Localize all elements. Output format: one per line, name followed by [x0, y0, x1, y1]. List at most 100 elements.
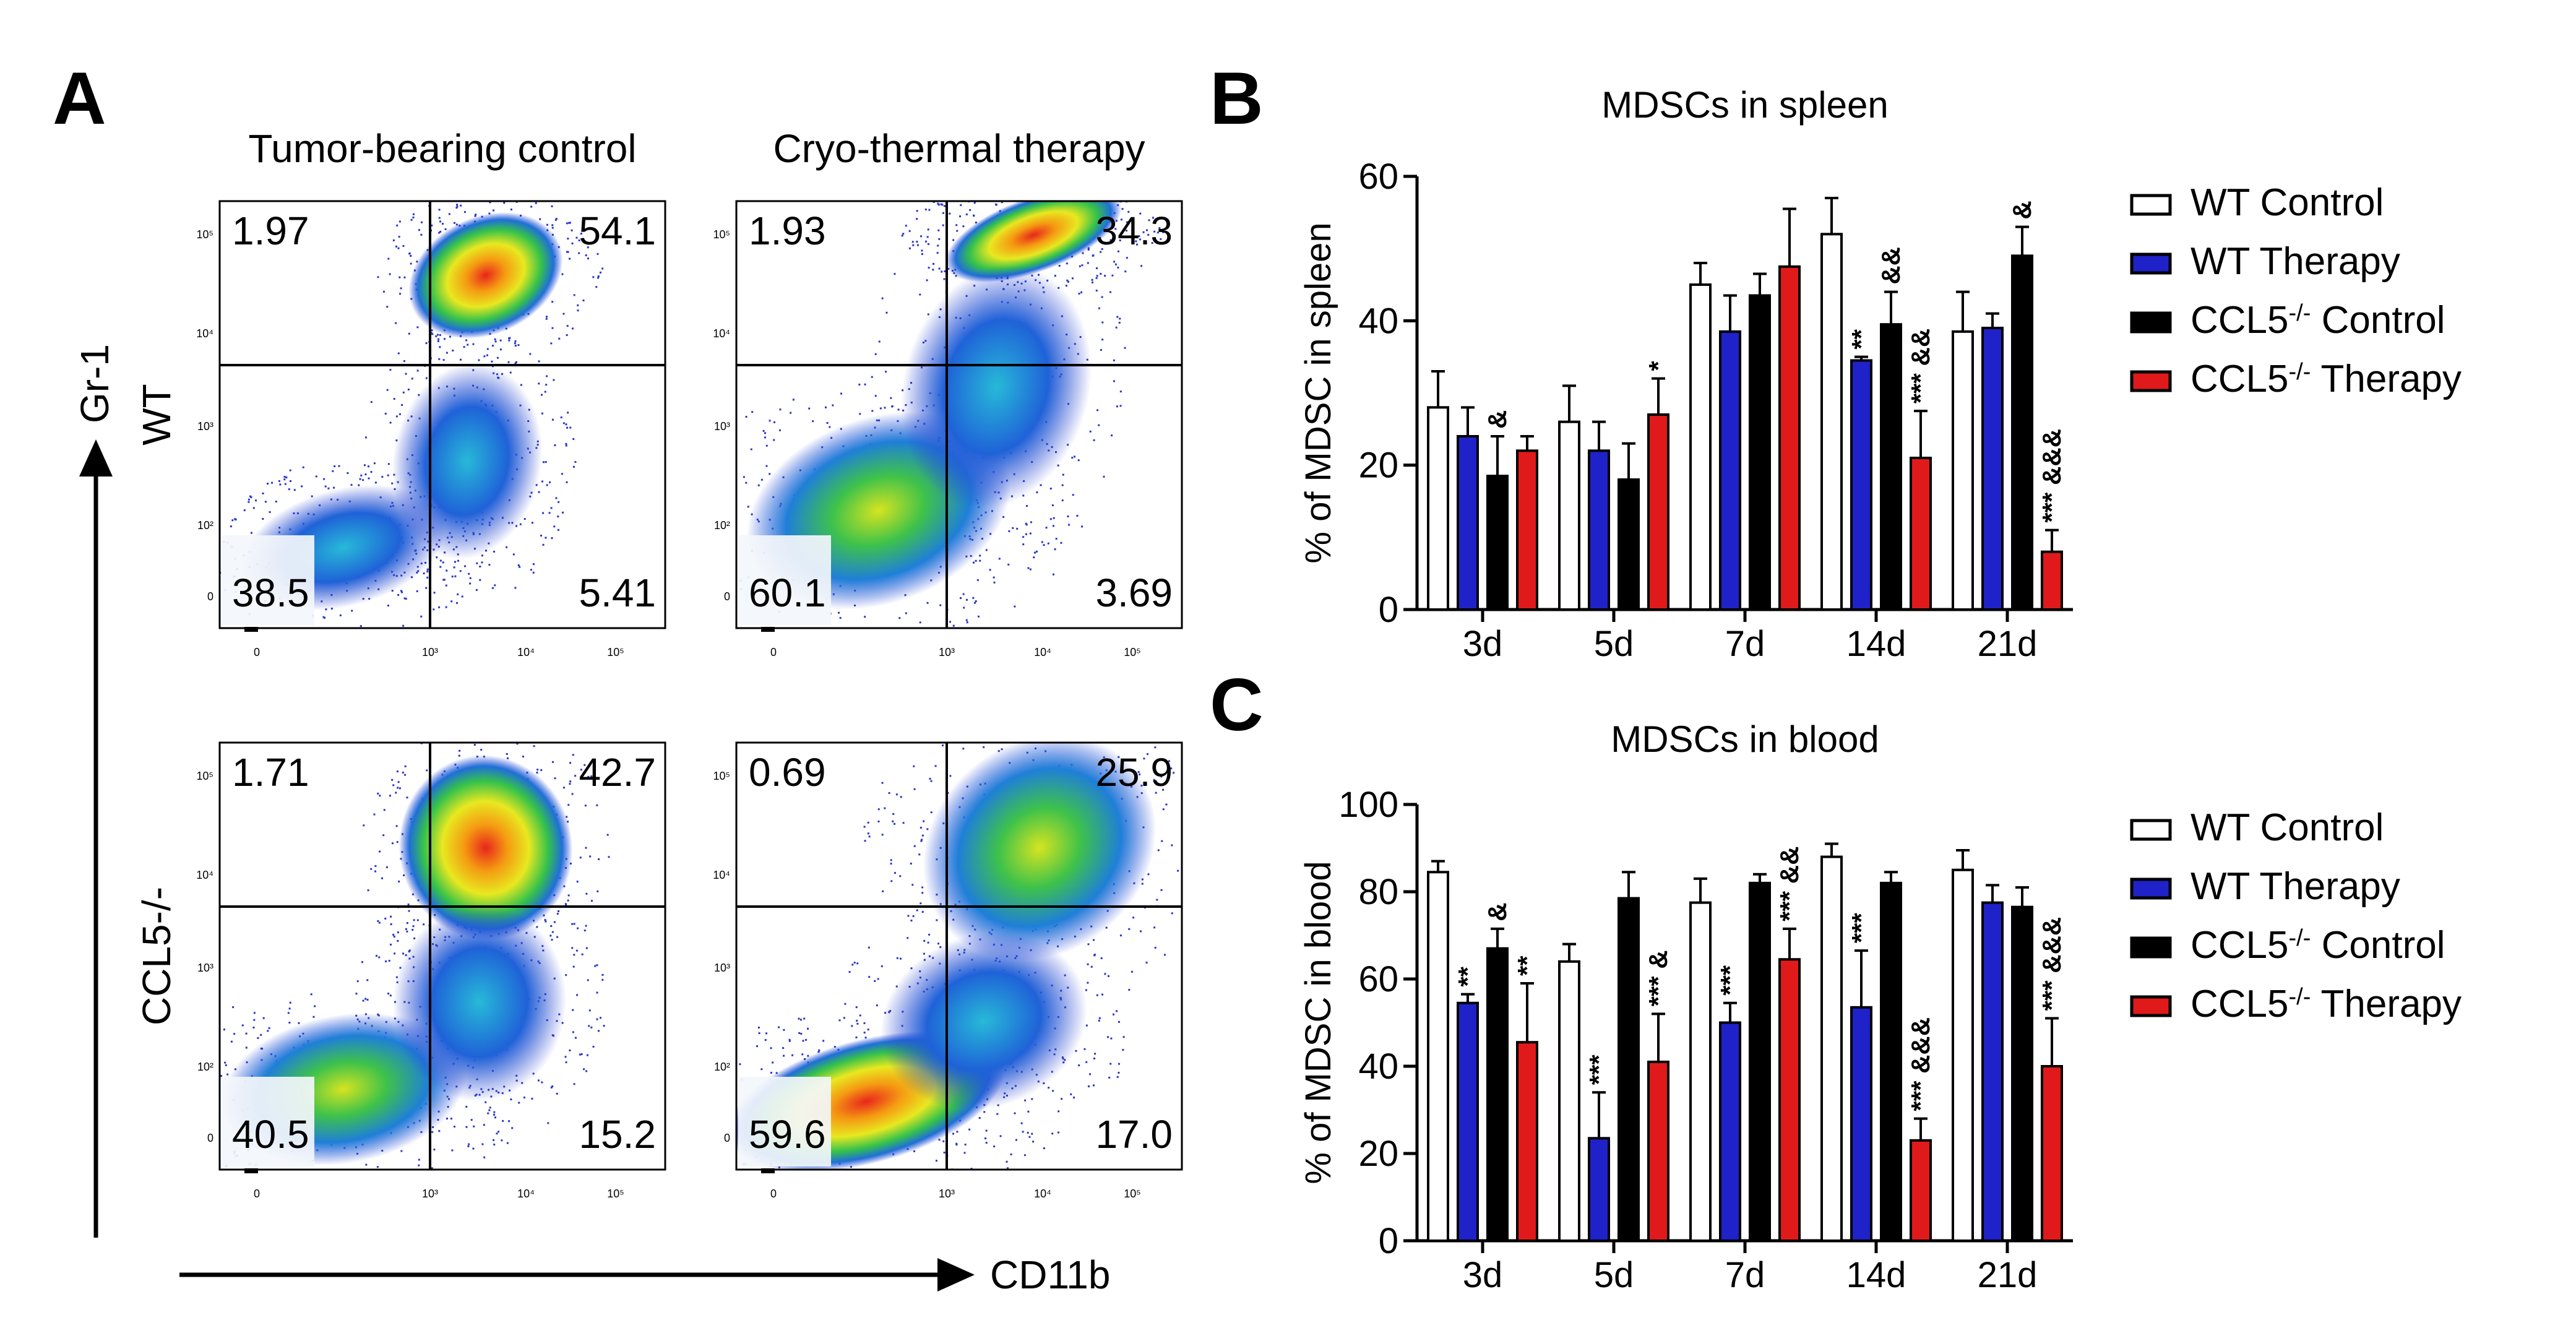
y-axis-label: % of MDSC in spleen: [1298, 222, 1338, 563]
quadrant-ul-value: 1.97: [232, 209, 309, 253]
bar: [1719, 1021, 1741, 1242]
significance-label: &: [1483, 903, 1512, 921]
significance-label: **: [1512, 955, 1541, 976]
quadrant-ul-value: 0.69: [749, 750, 826, 795]
quadrant-lr-value: 3.69: [1095, 571, 1173, 615]
legend-swatch: [2130, 311, 2172, 334]
bar: [1618, 897, 1640, 1242]
quadrant-ll-value: 38.5: [232, 571, 309, 615]
bar: [1558, 960, 1580, 1243]
flow-x-tick: 0: [254, 646, 260, 658]
flow-plot-frame: [218, 741, 666, 1171]
y-tick-label: 0: [1379, 590, 1398, 630]
flow-x-tick: 10⁴: [1034, 646, 1051, 658]
flow-plot-frame: [735, 200, 1183, 629]
x-tick-label: 5d: [1594, 624, 1634, 664]
bar: [1427, 406, 1449, 611]
bar: [1850, 359, 1872, 611]
flow-x-tick: 10⁴: [517, 646, 535, 658]
quadrant-ul-value: 1.93: [749, 209, 826, 253]
flow-y-tick: 10⁴: [713, 869, 730, 881]
x-tick-label: 7d: [1725, 1255, 1765, 1295]
legend-swatch: [2130, 370, 2172, 392]
cd11b-axis-label: CD11b: [990, 1253, 1110, 1297]
flow-x-tick: 10³: [939, 1188, 955, 1200]
quadrant-ul-value: 1.71: [232, 750, 309, 795]
bar: [1952, 330, 1974, 611]
bar: [1850, 1006, 1872, 1242]
bar: [1486, 475, 1509, 611]
flow-x-tick: 10⁵: [1124, 646, 1140, 658]
flow-x-tick: 10³: [939, 646, 955, 658]
x-tick-label: 7d: [1725, 624, 1765, 664]
chart-title: MDSCs in blood: [1611, 718, 1879, 760]
y-tick-label: 0: [1379, 1221, 1398, 1261]
density-cluster-0: [923, 743, 1157, 961]
legend-label: CCL5-/- Therapy: [2190, 983, 2462, 1025]
bar: [2011, 905, 2033, 1243]
flow-plot-ccl5-control: 1.71 42.7 40.5 15.2 10⁵ 10⁴ 10³ 10² 0 0 10³ 10⁴ 10⁵: [196, 741, 666, 1200]
legend-label: CCL5-/- Control: [2190, 299, 2445, 342]
y-tick-label: 60: [1358, 959, 1398, 999]
significance-label: *** &&&: [2037, 917, 2066, 1011]
x-tick-label: 21d: [1978, 624, 2038, 664]
legend-label: CCL5-/- Control: [2190, 924, 2445, 967]
density-cluster-2: [901, 264, 1092, 509]
flow-y-tick: 0: [207, 1132, 213, 1144]
flow-plot-wt-control: 1.97 54.1 38.5 5.41 10⁵ 10⁴ 10³ 10² 0 0 10³ 10⁴ 10⁵: [196, 200, 666, 658]
bar: [1910, 457, 1932, 611]
flow-x-tick: 0: [770, 646, 777, 658]
flow-y-tick: 10⁵: [197, 228, 213, 241]
bar: [1427, 871, 1449, 1242]
flow-y-tick: 10⁵: [713, 770, 730, 782]
flow-plot-frame: [735, 741, 1183, 1171]
significance-label: *** &&&: [1906, 1017, 1935, 1111]
bar: [1880, 323, 1902, 611]
axis-marker: [761, 627, 775, 632]
significance-label: *** &&: [1906, 329, 1935, 403]
bar: [1981, 901, 2004, 1242]
bar: [1719, 330, 1741, 611]
flow-y-tick: 10⁴: [196, 869, 213, 881]
bar: [1457, 1001, 1479, 1243]
bar: [1689, 901, 1712, 1242]
flow-y-tick: 10⁵: [197, 770, 213, 782]
flow-x-tick: 10⁴: [517, 1188, 535, 1200]
flow-y-tick: 10⁴: [713, 327, 730, 340]
significance-label: *: [1643, 361, 1673, 371]
flow-y-tick: 10³: [197, 420, 213, 433]
flow-x-tick: 10⁵: [607, 1188, 624, 1200]
bar: [1486, 947, 1509, 1243]
legend-label: WT Therapy: [2190, 865, 2400, 908]
cd11b-axis-arrowhead: [937, 1258, 975, 1291]
flow-y-tick: 10²: [197, 519, 213, 532]
quadrant-ll-box: [738, 535, 831, 625]
flow-x-tick: 10⁵: [607, 646, 624, 658]
quadrant-ur-value: 42.7: [579, 750, 656, 795]
bar: [1516, 1041, 1538, 1242]
bar: [1647, 1060, 1669, 1242]
density-cluster-2: [392, 903, 567, 1102]
density-cluster-2: [881, 932, 1087, 1110]
bar: [1778, 265, 1801, 611]
bar: [1689, 283, 1712, 611]
bar: [2011, 254, 2033, 611]
flow-y-tick: 0: [724, 590, 730, 603]
significance-label: ***: [1846, 912, 1876, 943]
col-title-control: Tumor-bearing control: [248, 126, 636, 171]
bar: [1749, 294, 1771, 611]
quadrant-ur-value: 34.3: [1095, 209, 1173, 253]
legend-swatch: [2130, 194, 2172, 216]
bar-chart-blood: MDSCs in blood % of MDSC in blood 0 20 40 60 8…: [1298, 718, 2462, 1295]
flow-cytometry-panel: Tumor-bearing control Cryo-thermal thera…: [72, 126, 1183, 1297]
quadrant-ll-value: 59.6: [749, 1112, 826, 1157]
x-tick-label: 21d: [1978, 1255, 2038, 1295]
x-tick-label: 14d: [1846, 624, 1906, 664]
legend: WT Control WT Therapy CCL5-/- Control CCL5-…: [2130, 181, 2462, 400]
axis-marker: [244, 1168, 258, 1173]
flow-y-tick: 10²: [714, 519, 730, 532]
quadrant-ur-value: 54.1: [579, 209, 656, 253]
legend-swatch: [2130, 877, 2172, 900]
flow-x-tick: 0: [770, 1188, 777, 1200]
flow-x-tick: 10⁵: [1124, 1188, 1140, 1200]
